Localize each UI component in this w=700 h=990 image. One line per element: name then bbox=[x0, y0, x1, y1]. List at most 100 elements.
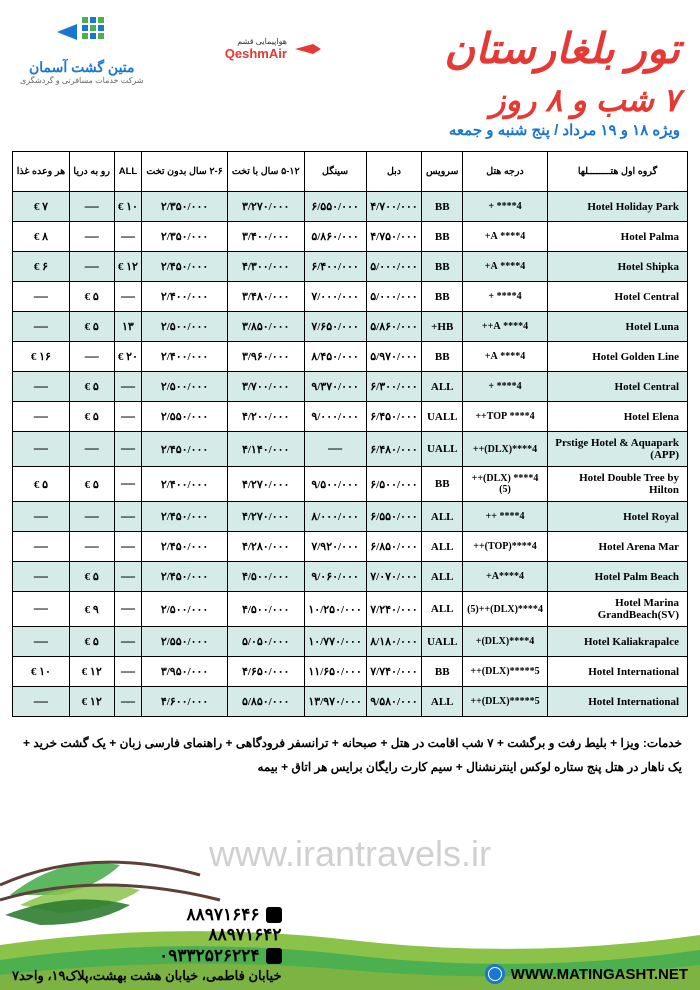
cell: ۴/۷۰۰/۰۰۰ bbox=[366, 192, 422, 222]
airline-persian: هواپیمایی قشم bbox=[225, 37, 287, 46]
cell: — bbox=[13, 432, 70, 467]
company-sub: شرکت خدمات مسافرتی و گردشگری bbox=[20, 76, 144, 85]
cell: — bbox=[69, 502, 114, 532]
page: تور بلغارستان هواپیمایی قشم QeshmAir bbox=[0, 0, 700, 990]
cell: ۷ € bbox=[13, 192, 70, 222]
table-row: Prstige Hotel & Aquapark (APP)4****(DLX)… bbox=[13, 432, 688, 467]
cell: BB bbox=[422, 252, 463, 282]
cell: — bbox=[13, 402, 70, 432]
cell: ۱۶ € bbox=[13, 342, 70, 372]
cell: ۲/۵۰۰/۰۰۰ bbox=[142, 592, 228, 627]
cell: ۵/۰۰۰/۰۰۰ bbox=[366, 252, 422, 282]
cell: Hotel Double Tree by Hilton bbox=[548, 467, 688, 502]
cell: Hotel Luna bbox=[548, 312, 688, 342]
cell: 4****(DLX)++ bbox=[463, 432, 548, 467]
cell: ۱۱/۶۵۰/۰۰۰ bbox=[304, 657, 366, 687]
contact-block: ۸۸۹۷۱۶۴۶ ۸۸۹۷۱۶۴۲ ۰۹۳۳۲۵۲۶۲۲۴ خیابان فاط… bbox=[12, 905, 282, 984]
company-name: متین گشت آسمان bbox=[20, 59, 144, 76]
cell: — bbox=[13, 312, 70, 342]
website-url: WWW.MATINGASHT.NET bbox=[511, 966, 688, 983]
cell: — bbox=[13, 372, 70, 402]
cell: — bbox=[69, 222, 114, 252]
cell: ۹/۵۸۰/۰۰۰ bbox=[366, 687, 422, 717]
cell: 4**** A+ bbox=[463, 252, 548, 282]
cell: ۳/۸۵۰/۰۰۰ bbox=[227, 312, 304, 342]
website-row: WWW.MATINGASHT.NET bbox=[485, 964, 688, 984]
header: تور بلغارستان هواپیمایی قشم QeshmAir bbox=[0, 0, 700, 147]
cell: Hotel International bbox=[548, 687, 688, 717]
cell: ۸/۰۰۰/۰۰۰ bbox=[304, 502, 366, 532]
cell: ۷/۷۴۰/۰۰۰ bbox=[366, 657, 422, 687]
cell: — bbox=[13, 562, 70, 592]
cell: ۶/۵۵۰/۰۰۰ bbox=[366, 502, 422, 532]
cell: ۷/۲۴۰/۰۰۰ bbox=[366, 592, 422, 627]
cell: BB bbox=[422, 222, 463, 252]
cell: 4**** ++ bbox=[463, 502, 548, 532]
cell: ۱۰ € bbox=[13, 657, 70, 687]
cell: ۴/۵۰۰/۰۰۰ bbox=[227, 592, 304, 627]
cell: ۴/۲۸۰/۰۰۰ bbox=[227, 532, 304, 562]
cell: ۹/۰۰۰/۰۰۰ bbox=[304, 402, 366, 432]
cell: ۵ € bbox=[69, 372, 114, 402]
cell: ۲/۴۵۰/۰۰۰ bbox=[142, 502, 228, 532]
phone-2: ۸۸۹۷۱۶۴۲ bbox=[12, 925, 282, 945]
cell: ۱۰ € bbox=[114, 192, 142, 222]
cell: — bbox=[69, 252, 114, 282]
cell: BB bbox=[422, 342, 463, 372]
phone-icon bbox=[266, 907, 282, 923]
cell: ۳/۴۸۰/۰۰۰ bbox=[227, 282, 304, 312]
cell: ۴/۲۷۰/۰۰۰ bbox=[227, 502, 304, 532]
cell: — bbox=[114, 562, 142, 592]
cell: ۳/۹۶۰/۰۰۰ bbox=[227, 342, 304, 372]
table-row: Hotel Marina GrandBeach(SV)4****(DLX)++(… bbox=[13, 592, 688, 627]
cell: ۴/۵۰۰/۰۰۰ bbox=[227, 562, 304, 592]
cell: 4**** + bbox=[463, 192, 548, 222]
table-row: Hotel Palm Beach4****A+ALL۷/۰۷۰/۰۰۰۹/۰۶۰… bbox=[13, 562, 688, 592]
cell: ۴/۲۰۰/۰۰۰ bbox=[227, 402, 304, 432]
cell: 4**** + bbox=[463, 282, 548, 312]
cell: — bbox=[114, 222, 142, 252]
cell: ۲/۴۰۰/۰۰۰ bbox=[142, 282, 228, 312]
cell: Hotel Elena bbox=[548, 402, 688, 432]
plane-icon bbox=[293, 40, 323, 58]
cell: — bbox=[13, 592, 70, 627]
cell: ۵ € bbox=[69, 402, 114, 432]
cell: 4**** (DLX)++(5) bbox=[463, 467, 548, 502]
cell: ۶/۳۰۰/۰۰۰ bbox=[366, 372, 422, 402]
title-row: تور بلغارستان هواپیمایی قشم QeshmAir bbox=[20, 12, 680, 85]
cell: ۵ € bbox=[69, 467, 114, 502]
col-header: درجه هتل bbox=[463, 152, 548, 192]
cell: ALL bbox=[422, 372, 463, 402]
cell: ۵/۸۶۰/۰۰۰ bbox=[366, 312, 422, 342]
cell: — bbox=[304, 432, 366, 467]
cell: ALL bbox=[422, 502, 463, 532]
cell: Hotel Holiday Park bbox=[548, 192, 688, 222]
cell: ۹ € bbox=[69, 592, 114, 627]
cell: ۸/۴۵۰/۰۰۰ bbox=[304, 342, 366, 372]
cell: 4****(DLX)++(5) bbox=[463, 592, 548, 627]
mobile: ۰۹۳۳۲۵۲۶۲۲۴ bbox=[12, 946, 282, 966]
cell: Hotel Shipka bbox=[548, 252, 688, 282]
cell: ۷/۰۷۰/۰۰۰ bbox=[366, 562, 422, 592]
footer-content: WWW.MATINGASHT.NET ۸۸۹۷۱۶۴۶ ۸۸۹۷۱۶۴۲ ۰۹۳… bbox=[12, 905, 688, 984]
cell: ۵ € bbox=[69, 312, 114, 342]
cell: 4**** + bbox=[463, 372, 548, 402]
col-header: سینگل bbox=[304, 152, 366, 192]
cell: Hotel Palm Beach bbox=[548, 562, 688, 592]
cell: — bbox=[114, 687, 142, 717]
cell: Hotel Central bbox=[548, 282, 688, 312]
cell: ۲/۴۵۰/۰۰۰ bbox=[142, 432, 228, 467]
col-header: گروه اول هتــــــــلها bbox=[548, 152, 688, 192]
cell: ۳/۷۰۰/۰۰۰ bbox=[227, 372, 304, 402]
cell: 4****(DLX)+ bbox=[463, 627, 548, 657]
cell: ۲/۳۵۰/۰۰۰ bbox=[142, 192, 228, 222]
cell: Hotel Royal bbox=[548, 502, 688, 532]
date-line: ویژه ۱۸ و ۱۹ مرداد / پنج شنبه و جمعه bbox=[20, 121, 680, 139]
cell: ۲/۴۰۰/۰۰۰ bbox=[142, 342, 228, 372]
cell: ۳/۹۵۰/۰۰۰ bbox=[142, 657, 228, 687]
cell: — bbox=[114, 282, 142, 312]
cell: ۶/۸۵۰/۰۰۰ bbox=[366, 532, 422, 562]
cell: Hotel Central bbox=[548, 372, 688, 402]
cell: 5*****(DLX)++ bbox=[463, 687, 548, 717]
cell: — bbox=[13, 282, 70, 312]
